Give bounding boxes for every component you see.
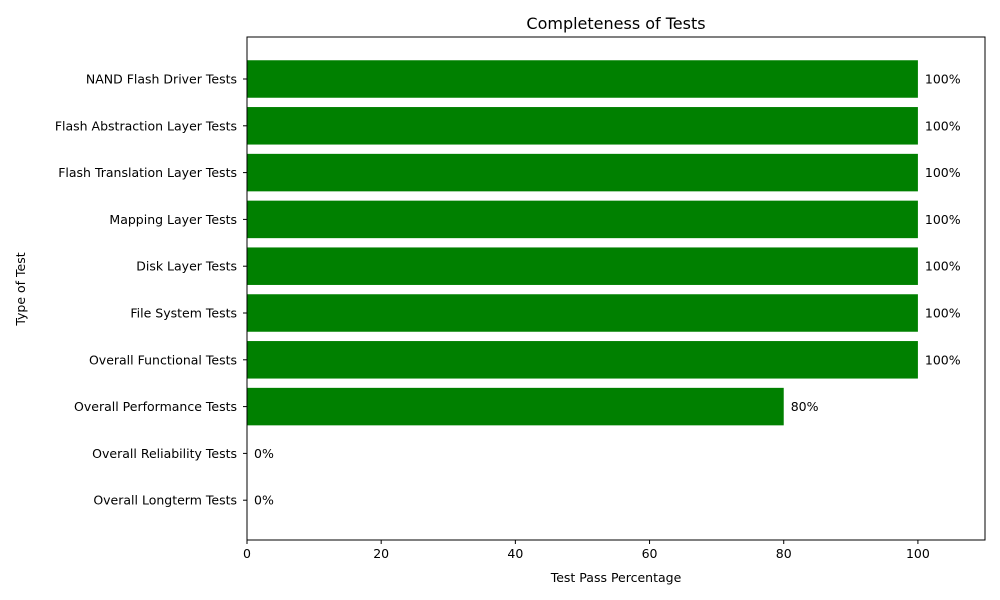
- y-tick-label: Mapping Layer Tests: [109, 212, 237, 227]
- bar: [247, 387, 784, 426]
- y-tick-label: Flash Abstraction Layer Tests: [55, 118, 237, 133]
- chart-title: Completeness of Tests: [526, 14, 705, 33]
- plot-frame: [246, 36, 986, 541]
- y-tick-label: NAND Flash Driver Tests: [86, 72, 237, 87]
- y-tick-label: Overall Reliability Tests: [92, 446, 237, 461]
- x-axis-ticks: 0 20 40 60 80 100: [243, 540, 930, 561]
- x-tick-label: 0: [243, 546, 251, 561]
- data-label: 100%: [925, 352, 961, 367]
- y-tick-label: Overall Functional Tests: [89, 352, 237, 367]
- x-tick-label: 100: [906, 546, 930, 561]
- data-label: 80%: [791, 399, 819, 414]
- x-tick-label: 40: [507, 546, 523, 561]
- x-tick-label: 20: [373, 546, 389, 561]
- data-label: 100%: [925, 72, 961, 87]
- bar: [247, 247, 918, 285]
- data-label: 100%: [925, 306, 961, 321]
- y-tick-label: File System Tests: [130, 306, 237, 321]
- data-label: 100%: [925, 165, 961, 180]
- bars-group: [247, 60, 918, 426]
- y-tick-label: Overall Performance Tests: [74, 399, 237, 414]
- data-label: 100%: [925, 259, 961, 274]
- x-tick-label: 80: [776, 546, 792, 561]
- bar: [247, 294, 918, 332]
- x-tick-label: 60: [642, 546, 658, 561]
- data-label: 100%: [925, 212, 961, 227]
- data-labels-group: 100% 100% 100% 100% 100% 100% 100% 80% 0% 0%: [254, 72, 961, 508]
- data-label: 100%: [925, 118, 961, 133]
- bar: [247, 107, 918, 145]
- bar: [247, 153, 918, 192]
- y-tick-label: Flash Translation Layer Tests: [58, 165, 237, 180]
- y-axis-label: Type of Test: [13, 252, 28, 326]
- bar: [247, 60, 918, 98]
- bar: [247, 341, 918, 379]
- data-label: 0%: [254, 446, 274, 461]
- bar: [247, 200, 918, 239]
- y-axis-ticks: NAND Flash Driver Tests Flash Abstraction…: [55, 72, 247, 508]
- x-axis-label: Test Pass Percentage: [550, 570, 682, 585]
- y-tick-label: Disk Layer Tests: [136, 259, 237, 274]
- y-tick-label: Overall Longterm Tests: [93, 493, 237, 508]
- data-label: 0%: [254, 493, 274, 508]
